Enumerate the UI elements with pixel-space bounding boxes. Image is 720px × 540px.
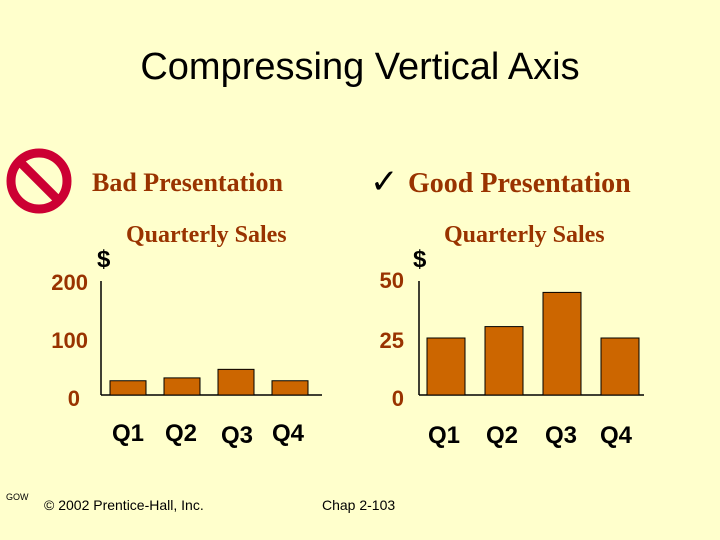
right-bar-q1 xyxy=(426,337,466,396)
footer-copyright: © 2002 Prentice-Hall, Inc. xyxy=(44,497,204,513)
footer-author-tag: GOW xyxy=(6,492,29,502)
left-chart-title: Quarterly Sales xyxy=(126,222,287,248)
left-y-tick-100: 100 xyxy=(51,328,88,353)
bad-presentation-label: Bad Presentation xyxy=(92,168,283,197)
good-presentation-label: Good Presentation xyxy=(408,168,631,199)
right-bar-q3 xyxy=(542,291,582,396)
checkmark-icon: ✓ xyxy=(370,162,399,202)
right-x-tick-q2: Q2 xyxy=(486,422,519,449)
right-bar-q2 xyxy=(484,326,524,396)
right-bar-q4 xyxy=(600,337,640,396)
left-bar-q4 xyxy=(271,380,309,396)
right-y-axis-unit: $ xyxy=(413,246,427,273)
right-y-tick-50: 50 xyxy=(379,268,404,293)
right-x-tick-q4: Q4 xyxy=(600,422,633,449)
right-x-tick-q3: Q3 xyxy=(545,422,578,449)
chart-good-presentation xyxy=(418,281,644,396)
right-y-tick-25: 25 xyxy=(379,328,404,353)
right-x-tick-q1: Q1 xyxy=(428,422,461,449)
left-x-tick-q2: Q2 xyxy=(165,420,198,447)
right-chart-title: Quarterly Sales xyxy=(444,222,605,248)
left-y-tick-0: 0 xyxy=(67,386,80,411)
left-bar-q1 xyxy=(109,380,147,396)
left-x-tick-q1: Q1 xyxy=(112,420,145,447)
left-y-tick-200: 200 xyxy=(51,270,88,295)
left-x-tick-q3: Q3 xyxy=(221,422,254,449)
left-y-axis-unit: $ xyxy=(97,246,111,273)
left-bar-q3 xyxy=(217,368,255,396)
prohibited-icon xyxy=(6,148,72,214)
chart-bad-presentation xyxy=(100,281,322,396)
right-y-tick-0: 0 xyxy=(391,386,404,411)
footer-chapter: Chap 2-103 xyxy=(322,497,396,513)
left-bar-q2 xyxy=(163,377,201,396)
slide-title: Compressing Vertical Axis xyxy=(140,46,580,88)
left-x-tick-q4: Q4 xyxy=(272,420,305,447)
